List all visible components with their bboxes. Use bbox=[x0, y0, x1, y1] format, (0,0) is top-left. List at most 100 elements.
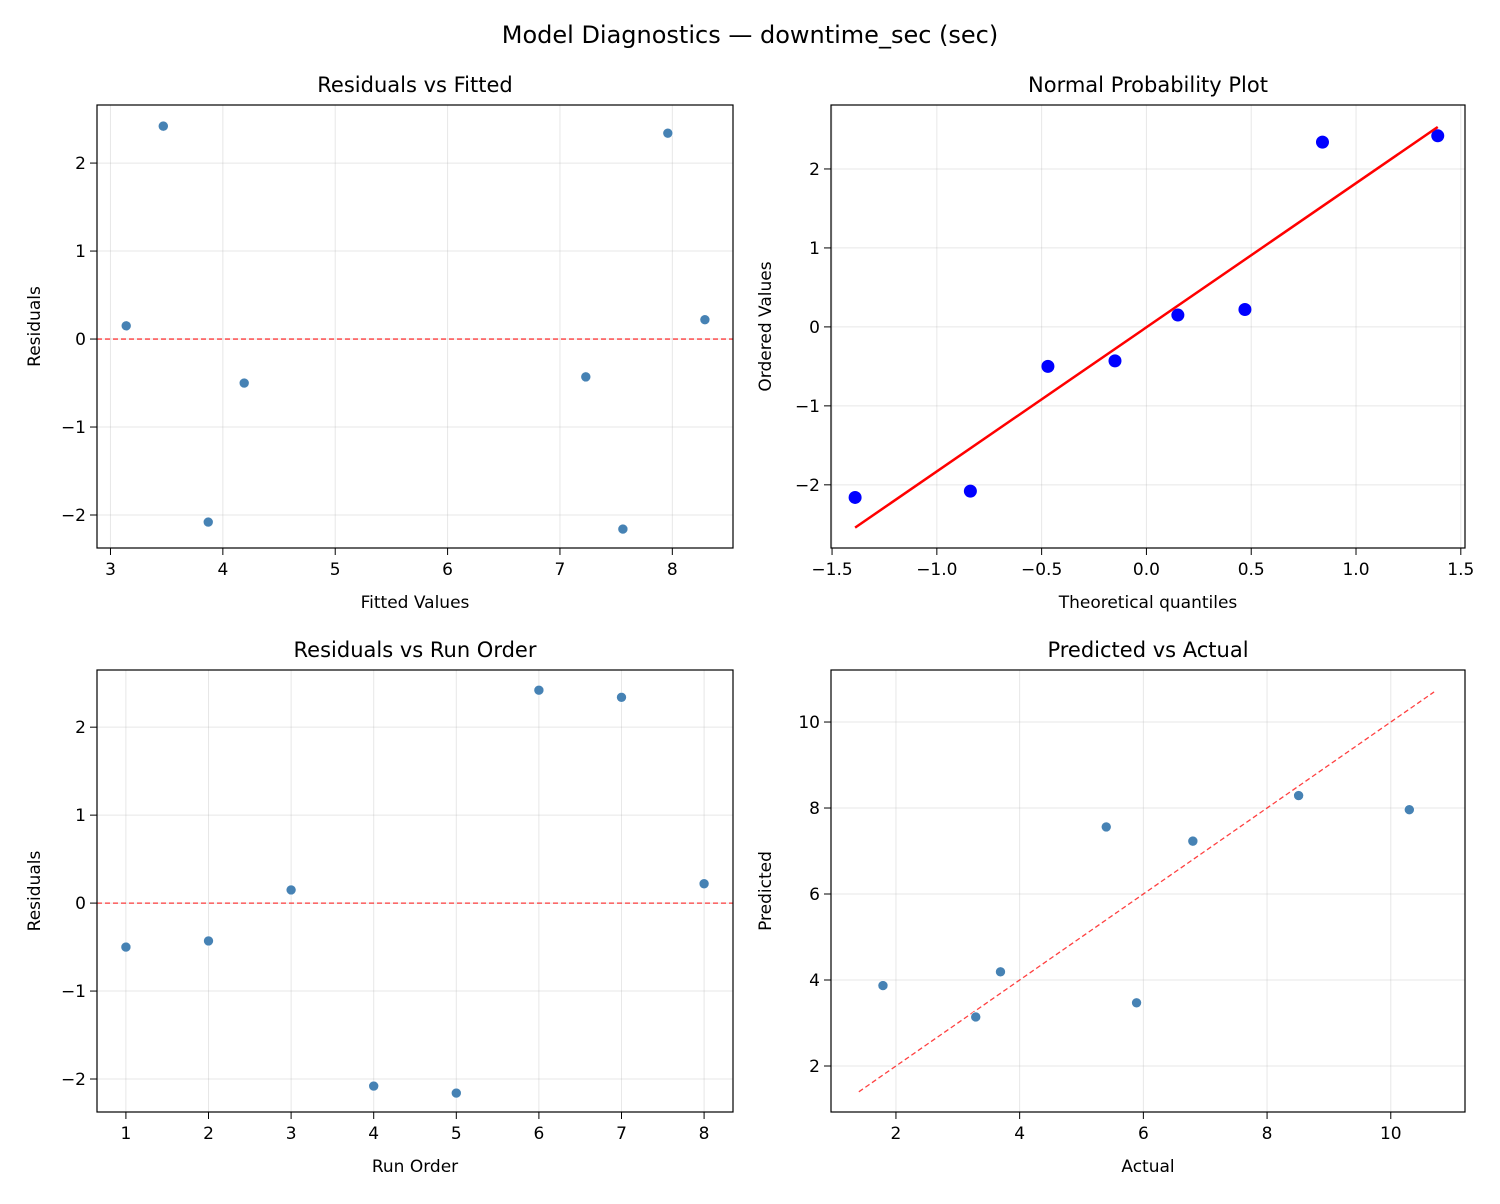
y-tick-label: 2 bbox=[809, 1057, 820, 1077]
data-point bbox=[848, 490, 862, 504]
x-axis-label: Run Order bbox=[372, 1157, 458, 1177]
axes-frame bbox=[830, 104, 1466, 549]
y-tick-label: 1 bbox=[809, 239, 820, 259]
y-axis-label: Residuals bbox=[25, 286, 45, 367]
y-tick-label: 8 bbox=[809, 799, 820, 819]
x-tick-label: 5 bbox=[330, 560, 341, 580]
y-axis-label: Ordered Values bbox=[756, 261, 776, 391]
data-point bbox=[285, 884, 297, 896]
subplot-1: 3 4 5 6 7 8 −2 −1 0 1 2 Residuals vs Fitted Fitted V… bbox=[25, 73, 734, 613]
data-point bbox=[368, 1080, 380, 1092]
axes-frame bbox=[96, 104, 734, 549]
x-tick-label: −0.5 bbox=[1021, 560, 1062, 580]
data-point bbox=[963, 484, 977, 498]
data-point bbox=[1041, 359, 1055, 373]
y-tick-label: 6 bbox=[809, 885, 820, 905]
subplot-title: Residuals vs Fitted bbox=[317, 73, 512, 97]
data-point bbox=[970, 1011, 982, 1023]
y-axis-label: Predicted bbox=[756, 851, 776, 931]
data-point bbox=[157, 120, 169, 132]
data-point bbox=[120, 941, 132, 953]
x-tick-label: 1.0 bbox=[1342, 560, 1369, 580]
y-tick-label: −2 bbox=[61, 1070, 86, 1090]
data-point bbox=[450, 1087, 462, 1099]
y-tick-label: −2 bbox=[795, 476, 820, 496]
x-axis-label: Actual bbox=[1121, 1157, 1174, 1177]
x-tick-label: 4 bbox=[368, 1124, 379, 1144]
x-tick-label: 7 bbox=[555, 560, 566, 580]
subplot-3: 1 2 3 4 5 6 7 8 −2 −1 0 1 2 Residuals vs Run Order Run… bbox=[25, 638, 734, 1177]
x-axis-label: Theoretical quantiles bbox=[1058, 593, 1238, 613]
y-tick-label: 2 bbox=[75, 154, 86, 174]
x-tick-label: 6 bbox=[1138, 1124, 1149, 1144]
y-axis-label: Residuals bbox=[25, 851, 45, 932]
axes-frame bbox=[96, 669, 734, 1113]
x-tick-label: −1.5 bbox=[811, 560, 852, 580]
subplot-title: Predicted vs Actual bbox=[1047, 638, 1248, 662]
data-point bbox=[1404, 804, 1415, 816]
x-tick-label: −1.0 bbox=[916, 560, 957, 580]
x-tick-label: 1.5 bbox=[1447, 560, 1474, 580]
subplot-title: Residuals vs Run Order bbox=[294, 638, 537, 662]
subplot-4: 2 4 6 8 10 2 4 6 8 10 Predicted vs Actual Actual Pre… bbox=[756, 638, 1466, 1177]
x-tick-label: 10 bbox=[1380, 1124, 1402, 1144]
y-tick-label: 0 bbox=[75, 330, 86, 350]
subplot-2: −1.5 −1.0 −0.5 0.0 0.5 1.0 1.5 −2 −1 0 1 2 Normal Pr… bbox=[756, 73, 1474, 613]
x-tick-label: 5 bbox=[451, 1124, 462, 1144]
x-tick-label: 2 bbox=[891, 1124, 902, 1144]
data-point bbox=[1238, 303, 1252, 317]
data-point bbox=[580, 371, 592, 383]
data-point bbox=[1171, 308, 1185, 322]
y-tick-label: −1 bbox=[61, 982, 86, 1002]
data-point bbox=[1108, 354, 1122, 368]
data-point bbox=[877, 980, 889, 991]
y-tick-label: 2 bbox=[75, 718, 86, 738]
x-tick-label: 3 bbox=[105, 560, 116, 580]
data-point bbox=[238, 377, 250, 389]
y-tick-label: −1 bbox=[61, 418, 86, 438]
y-tick-label: 0 bbox=[809, 318, 820, 338]
x-tick-label: 0.0 bbox=[1133, 560, 1160, 580]
data-point bbox=[1431, 129, 1445, 143]
x-tick-label: 0.5 bbox=[1238, 560, 1265, 580]
identity-reference-line bbox=[858, 691, 1435, 1093]
x-tick-label: 2 bbox=[203, 1124, 214, 1144]
x-tick-label: 4 bbox=[1014, 1124, 1025, 1144]
x-tick-label: 7 bbox=[616, 1124, 627, 1144]
x-tick-label: 8 bbox=[1262, 1124, 1273, 1144]
data-point bbox=[120, 320, 132, 332]
y-tick-label: −1 bbox=[795, 397, 820, 417]
data-point bbox=[202, 516, 214, 528]
y-tick-label: 4 bbox=[809, 971, 820, 991]
y-tick-label: 1 bbox=[75, 806, 86, 826]
x-tick-label: 8 bbox=[667, 560, 678, 580]
data-point bbox=[1315, 135, 1329, 149]
data-point bbox=[203, 935, 214, 947]
y-tick-label: 10 bbox=[798, 713, 820, 733]
data-point bbox=[1187, 835, 1199, 847]
axes-frame bbox=[830, 669, 1466, 1113]
subplot-title: Normal Probability Plot bbox=[1028, 73, 1268, 97]
x-tick-label: 1 bbox=[120, 1124, 131, 1144]
data-point bbox=[1293, 790, 1304, 801]
y-tick-label: 0 bbox=[75, 894, 86, 914]
y-tick-label: 1 bbox=[75, 242, 86, 262]
data-point bbox=[699, 314, 711, 325]
figure-title: Model Diagnostics — downtime_sec (sec) bbox=[502, 21, 998, 49]
x-tick-label: 8 bbox=[699, 1124, 710, 1144]
x-axis-label: Fitted Values bbox=[361, 593, 470, 613]
data-point bbox=[1131, 997, 1142, 1009]
data-point bbox=[698, 878, 710, 890]
x-tick-label: 4 bbox=[217, 560, 228, 580]
data-point bbox=[617, 523, 629, 535]
x-tick-label: 6 bbox=[533, 1124, 544, 1144]
fit-line bbox=[854, 125, 1439, 529]
data-point bbox=[616, 691, 627, 703]
data-point bbox=[662, 127, 674, 139]
x-tick-label: 6 bbox=[442, 560, 453, 580]
x-tick-label: 3 bbox=[286, 1124, 297, 1144]
y-tick-label: −2 bbox=[61, 506, 86, 526]
y-tick-label: 2 bbox=[809, 160, 820, 180]
data-point bbox=[995, 966, 1006, 978]
